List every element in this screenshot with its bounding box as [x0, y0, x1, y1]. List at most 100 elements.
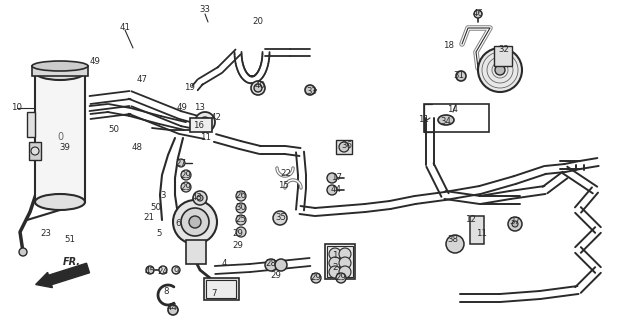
Circle shape — [197, 195, 203, 201]
Text: 5: 5 — [156, 229, 162, 238]
Circle shape — [329, 257, 341, 269]
Circle shape — [339, 248, 351, 260]
Circle shape — [478, 48, 522, 92]
FancyArrow shape — [36, 263, 90, 288]
Text: 17: 17 — [331, 173, 342, 182]
Circle shape — [193, 191, 207, 205]
Circle shape — [339, 266, 351, 278]
Text: 33: 33 — [307, 87, 318, 97]
Text: 29: 29 — [271, 270, 281, 279]
Bar — [470, 216, 484, 244]
Bar — [325, 244, 355, 279]
Text: 29: 29 — [180, 172, 192, 180]
Circle shape — [181, 170, 191, 180]
Circle shape — [456, 71, 466, 81]
Circle shape — [329, 266, 341, 278]
Text: 28: 28 — [266, 260, 276, 268]
Circle shape — [19, 248, 27, 256]
Text: 29: 29 — [232, 229, 243, 238]
Bar — [29, 142, 41, 160]
Circle shape — [181, 182, 191, 192]
Circle shape — [195, 112, 215, 132]
Bar — [204, 278, 239, 300]
Text: 16: 16 — [193, 122, 205, 131]
Circle shape — [173, 200, 217, 244]
Text: 50: 50 — [151, 204, 161, 212]
Bar — [494, 46, 512, 66]
Bar — [206, 280, 236, 298]
Text: 1: 1 — [332, 252, 338, 260]
Text: 29: 29 — [311, 274, 321, 283]
Text: 20: 20 — [253, 18, 263, 27]
Text: 50: 50 — [109, 125, 119, 134]
Circle shape — [339, 257, 351, 269]
Text: 44: 44 — [331, 186, 342, 195]
Text: 9: 9 — [173, 268, 179, 276]
Text: 46: 46 — [473, 10, 483, 19]
Text: 10: 10 — [12, 103, 22, 113]
Circle shape — [329, 248, 341, 260]
Text: 42: 42 — [211, 114, 221, 123]
Ellipse shape — [35, 64, 85, 80]
Text: 25: 25 — [235, 215, 247, 225]
Text: 38: 38 — [447, 236, 459, 244]
Text: 11: 11 — [200, 133, 211, 142]
Ellipse shape — [35, 194, 85, 210]
Circle shape — [200, 117, 210, 127]
Circle shape — [236, 203, 246, 213]
Circle shape — [236, 227, 246, 237]
Text: 23: 23 — [41, 229, 51, 238]
Text: 15: 15 — [279, 180, 289, 189]
Text: 11: 11 — [418, 116, 430, 124]
Circle shape — [495, 65, 505, 75]
Text: 29: 29 — [232, 242, 243, 251]
Bar — [35, 72, 85, 202]
Text: 11: 11 — [476, 229, 488, 238]
Text: 45: 45 — [145, 268, 156, 276]
Text: 3: 3 — [160, 191, 166, 201]
Circle shape — [31, 147, 39, 155]
Text: 6: 6 — [176, 220, 180, 228]
Circle shape — [265, 259, 277, 271]
Text: 12: 12 — [465, 215, 476, 225]
Circle shape — [189, 216, 201, 228]
Text: 44: 44 — [166, 303, 177, 313]
Ellipse shape — [438, 115, 454, 125]
Text: 48: 48 — [132, 143, 143, 153]
Text: 34: 34 — [441, 117, 452, 126]
Text: 35: 35 — [276, 213, 287, 222]
Text: 43: 43 — [192, 194, 203, 203]
Circle shape — [236, 191, 246, 201]
Circle shape — [254, 84, 262, 92]
Circle shape — [177, 159, 185, 167]
Ellipse shape — [32, 61, 88, 71]
Circle shape — [512, 221, 518, 227]
Circle shape — [159, 266, 167, 274]
Bar — [424, 104, 489, 132]
Text: 0: 0 — [57, 132, 63, 142]
Text: 39: 39 — [59, 143, 70, 153]
Circle shape — [236, 215, 246, 225]
Circle shape — [275, 259, 287, 271]
Text: 47: 47 — [137, 76, 148, 84]
Text: 40: 40 — [255, 82, 266, 91]
Text: 7: 7 — [211, 290, 217, 299]
Circle shape — [339, 142, 349, 152]
Circle shape — [172, 266, 180, 274]
Text: 22: 22 — [281, 170, 292, 179]
Text: 49: 49 — [90, 58, 101, 67]
Circle shape — [446, 235, 464, 253]
Text: 29: 29 — [180, 183, 192, 193]
Circle shape — [327, 173, 337, 183]
Circle shape — [168, 305, 178, 315]
Circle shape — [508, 217, 522, 231]
Bar — [32, 66, 88, 76]
Text: FR.: FR. — [63, 257, 81, 267]
Text: 31: 31 — [454, 71, 465, 81]
Circle shape — [251, 81, 265, 95]
Circle shape — [474, 10, 482, 18]
Circle shape — [146, 266, 154, 274]
Bar — [186, 240, 206, 264]
Text: 32: 32 — [499, 45, 509, 54]
Text: 27: 27 — [176, 159, 187, 169]
